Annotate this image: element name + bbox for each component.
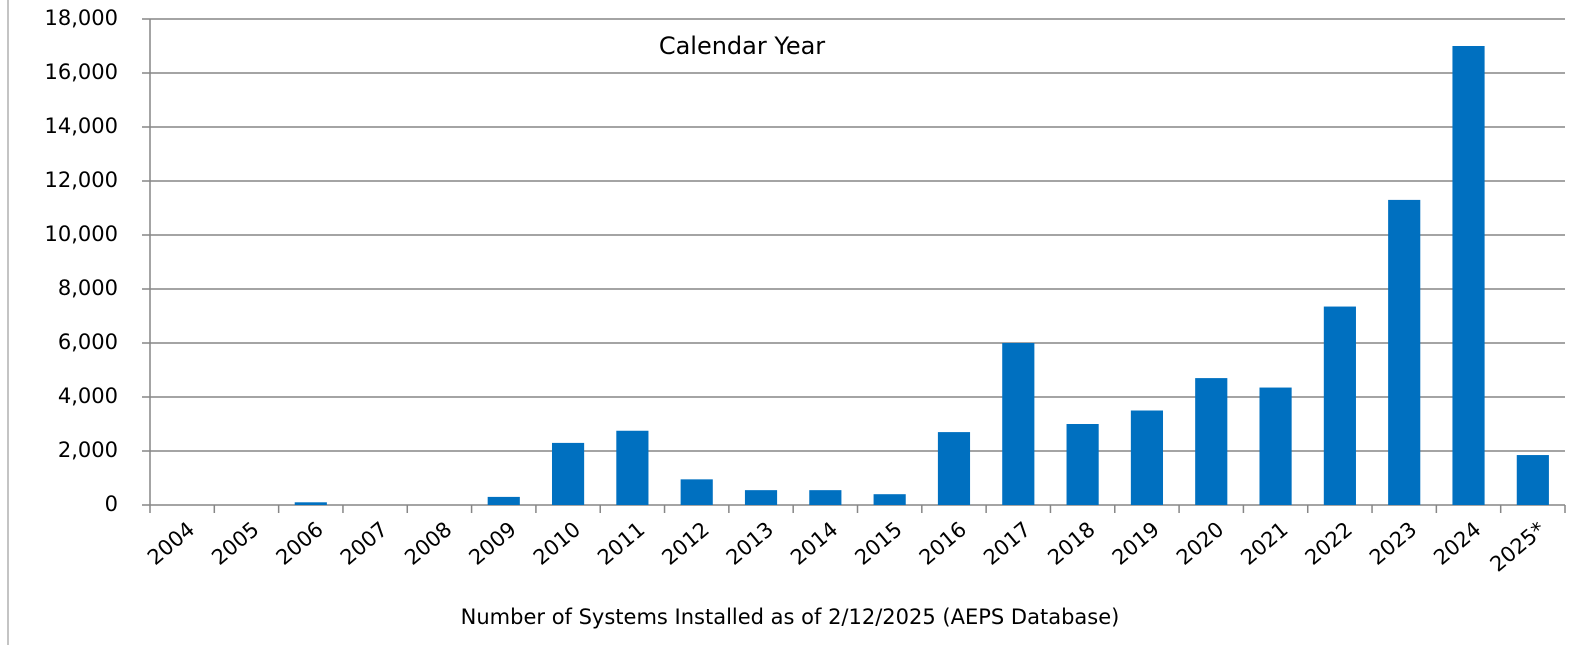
y-tick-label: 0 — [105, 492, 118, 516]
x-tick-label: 2025* — [1485, 517, 1549, 576]
bar — [937, 432, 971, 505]
y-tick-label: 16,000 — [45, 60, 118, 84]
bar — [873, 494, 906, 505]
x-tick-label: 2016 — [915, 517, 971, 570]
bar — [487, 496, 520, 505]
bar — [1388, 199, 1421, 505]
bar — [1452, 46, 1485, 505]
x-tick-label: 2008 — [400, 517, 456, 570]
bar — [809, 490, 842, 505]
y-tick-label: 2,000 — [58, 438, 118, 462]
x-tick-label: 2011 — [593, 517, 649, 570]
bar — [680, 479, 713, 505]
y-tick-label: 8,000 — [58, 276, 118, 300]
bar — [744, 490, 778, 505]
x-tick-label: 2006 — [271, 517, 327, 570]
y-tick-label: 10,000 — [45, 222, 118, 246]
x-tick-label: 2021 — [1236, 517, 1292, 570]
chart-title: Calendar Year — [659, 32, 825, 60]
bar — [294, 502, 327, 505]
bar — [1130, 410, 1164, 505]
bar — [1259, 387, 1292, 505]
bar — [1195, 378, 1228, 505]
x-tick-label: 2023 — [1365, 517, 1421, 570]
bar — [1323, 306, 1356, 505]
x-tick-label: 2009 — [464, 517, 520, 570]
x-tick-label: 2015 — [850, 517, 906, 570]
y-tick-label: 12,000 — [45, 168, 118, 192]
bar — [551, 442, 585, 505]
x-tick-label: 2024 — [1429, 517, 1485, 570]
x-tick-label: 2010 — [529, 517, 585, 570]
x-tick-label: 2012 — [657, 517, 713, 570]
bar — [1002, 343, 1035, 505]
x-tick-label: 2013 — [722, 517, 778, 570]
bar — [616, 430, 649, 505]
y-tick-label: 14,000 — [45, 114, 118, 138]
x-tick-label: 2019 — [1108, 517, 1164, 570]
x-tick-label: 2007 — [336, 517, 392, 570]
x-tick-label: 2004 — [143, 517, 199, 570]
y-tick-label: 4,000 — [58, 384, 118, 408]
x-tick-label: 2005 — [207, 517, 263, 570]
y-tick-label: 18,000 — [45, 6, 118, 30]
y-tick-label: 6,000 — [58, 330, 118, 354]
x-tick-label: 2022 — [1301, 517, 1357, 570]
x-tick-label: 2018 — [1043, 517, 1099, 570]
x-tick-label: 2014 — [786, 517, 842, 570]
x-tick-label: 2020 — [1172, 517, 1228, 570]
x-axis-label: Number of Systems Installed as of 2/12/2… — [461, 605, 1120, 629]
bar — [1066, 424, 1099, 505]
x-tick-label: 2017 — [979, 517, 1035, 570]
bar — [1516, 455, 1549, 505]
